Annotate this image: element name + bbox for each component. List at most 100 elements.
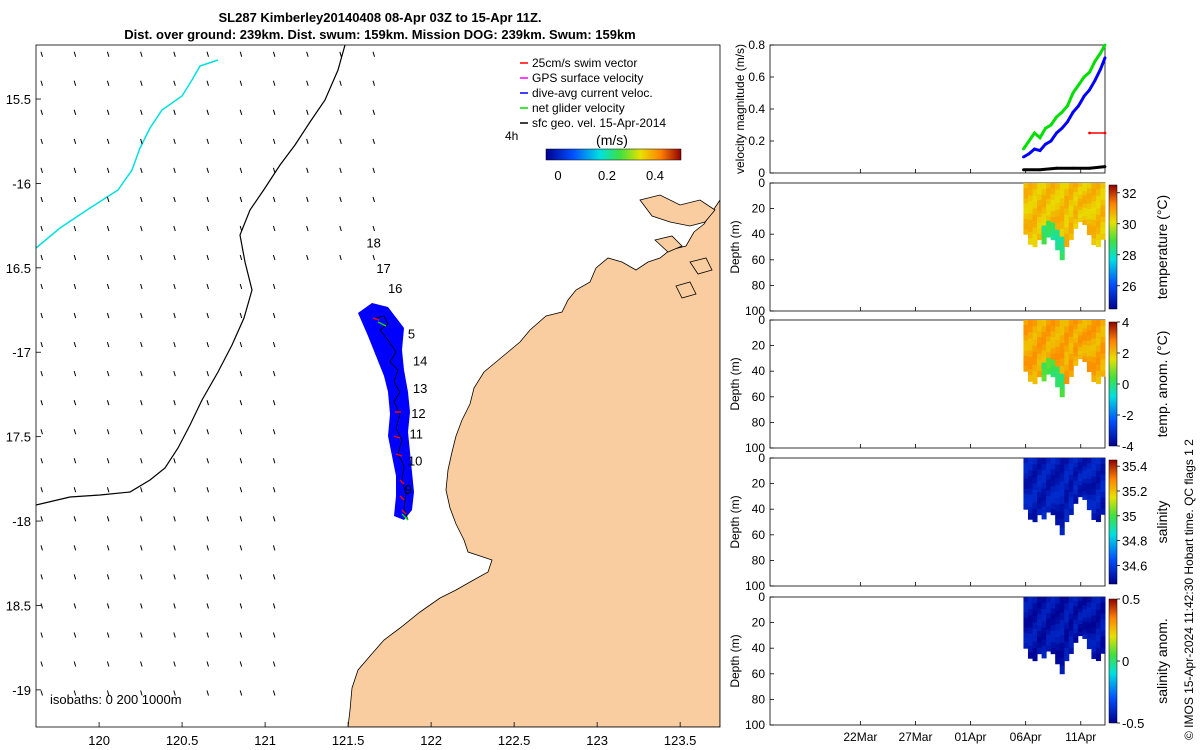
sfc-velocity-arrow: [73, 254, 77, 261]
section-cell: [1032, 332, 1038, 340]
section-cell: [1027, 189, 1034, 196]
map-x-tick-label: 120.5: [166, 733, 199, 748]
sfc-velocity-arrow: [239, 138, 243, 145]
sfc-velocity-arrow: [239, 312, 243, 319]
section-cell: [1086, 483, 1092, 490]
section-cell: [1055, 657, 1061, 665]
depth-tick-label: 100: [745, 579, 765, 593]
sfc-velocity-arrow: [73, 690, 77, 696]
section-cell: [1086, 458, 1092, 464]
section-cell: [1037, 636, 1043, 643]
section-cell: [1023, 458, 1029, 464]
section-cell: [1050, 486, 1056, 493]
section-cell: [1068, 480, 1074, 487]
section-panel: 0 20 40 60 80 100 Depth (m) 35.4 35.2 35 34.8 34.6 s…: [728, 451, 1170, 593]
depth-tick-label: 20: [752, 339, 766, 353]
section-cell: [1059, 658, 1065, 667]
depth-tick-label: 40: [752, 641, 766, 655]
sfc-velocity-arrow: [173, 516, 176, 522]
section-cell: [1068, 331, 1074, 338]
sfc-velocity-arrow: [140, 80, 143, 86]
section-cell: [1023, 229, 1029, 235]
section-cell: [1073, 619, 1079, 625]
section-cell: [1037, 234, 1043, 241]
section-cell: [1068, 370, 1074, 377]
section-cell: [1091, 226, 1097, 233]
section-cell: [1041, 237, 1047, 245]
sfc-velocity-arrow: [140, 341, 143, 348]
section-cell: [1055, 373, 1061, 381]
section-cell: [1055, 380, 1061, 388]
section-cell: [1073, 360, 1079, 366]
section-cell: [1100, 233, 1106, 240]
section-cell: [1086, 320, 1092, 326]
sfc-velocity-arrow: [272, 603, 276, 609]
section-cell: [1086, 208, 1092, 215]
section-cell: [1095, 603, 1101, 611]
sfc-velocity-arrow: [239, 487, 243, 493]
sfc-velocity-arrow: [206, 632, 209, 638]
section-cell: [1027, 627, 1034, 635]
section-cell: [1082, 344, 1088, 350]
section-cell: [1059, 511, 1065, 520]
section-cell: [1077, 202, 1083, 207]
section-cell: [1041, 219, 1047, 227]
section-cell: [1055, 320, 1061, 328]
velocity-data-point: [1088, 131, 1091, 135]
section-cell: [1050, 320, 1056, 327]
section-cell: [1073, 624, 1079, 630]
sfc-velocity-arrow: [106, 196, 110, 203]
section-cell: [1027, 195, 1034, 202]
section-cell: [1041, 603, 1047, 610]
section-cell: [1091, 219, 1097, 227]
section-cell: [1037, 200, 1043, 207]
section-cell: [1064, 502, 1070, 510]
section-cell: [1032, 609, 1038, 617]
section-cell: [1046, 188, 1052, 195]
section-cell: [1077, 194, 1083, 199]
day-label: 16: [388, 281, 402, 296]
colorbar-tick-label: 26: [1122, 279, 1136, 294]
section-cell: [1046, 352, 1052, 359]
section-cell: [1068, 636, 1074, 643]
section-cell: [1059, 252, 1065, 261]
sfc-velocity-arrow: [206, 516, 209, 522]
sfc-velocity-arrow: [173, 661, 176, 667]
section-cell: [1082, 487, 1088, 492]
section-cell: [1068, 228, 1074, 235]
sfc-velocity-arrow: [73, 487, 77, 493]
colorbar-label: salinity: [1154, 501, 1170, 544]
section-cell: [1086, 356, 1092, 362]
section-cell: [1023, 223, 1029, 230]
section-cell: [1100, 194, 1106, 201]
section-cell: [1046, 597, 1052, 603]
section-cell: [1055, 243, 1061, 251]
section-cell: [1037, 188, 1043, 195]
section-cell: [1037, 480, 1043, 487]
section-cell: [1041, 368, 1047, 376]
sfc-velocity-arrow: [40, 109, 43, 115]
section-cell: [1077, 339, 1083, 344]
map-x-tick-label: 122.5: [498, 733, 531, 748]
section-cell: [1064, 358, 1070, 366]
sfc-velocity-arrow: [140, 545, 143, 551]
section-cell: [1077, 612, 1083, 617]
section-cell: [1037, 597, 1043, 604]
sfc-velocity-arrow: [206, 312, 209, 319]
section-cell: [1091, 369, 1097, 376]
colorbar-tick-label: 0.5: [1122, 592, 1140, 607]
sfc-velocity-arrow: [239, 80, 243, 86]
section-cell: [1073, 196, 1079, 202]
section-cell: [1082, 482, 1088, 488]
section-cell: [1037, 648, 1043, 655]
section-cell: [1068, 222, 1074, 229]
depth-tick-label: 40: [752, 364, 766, 378]
section-cell: [1027, 338, 1034, 345]
section-cell: [1082, 470, 1088, 476]
section-cell: [1064, 622, 1070, 630]
section-cell: [1050, 631, 1056, 638]
section-cell: [1032, 477, 1038, 484]
section-cell: [1046, 479, 1052, 486]
section-cell: [1046, 506, 1052, 513]
section-cell: [1027, 609, 1034, 616]
